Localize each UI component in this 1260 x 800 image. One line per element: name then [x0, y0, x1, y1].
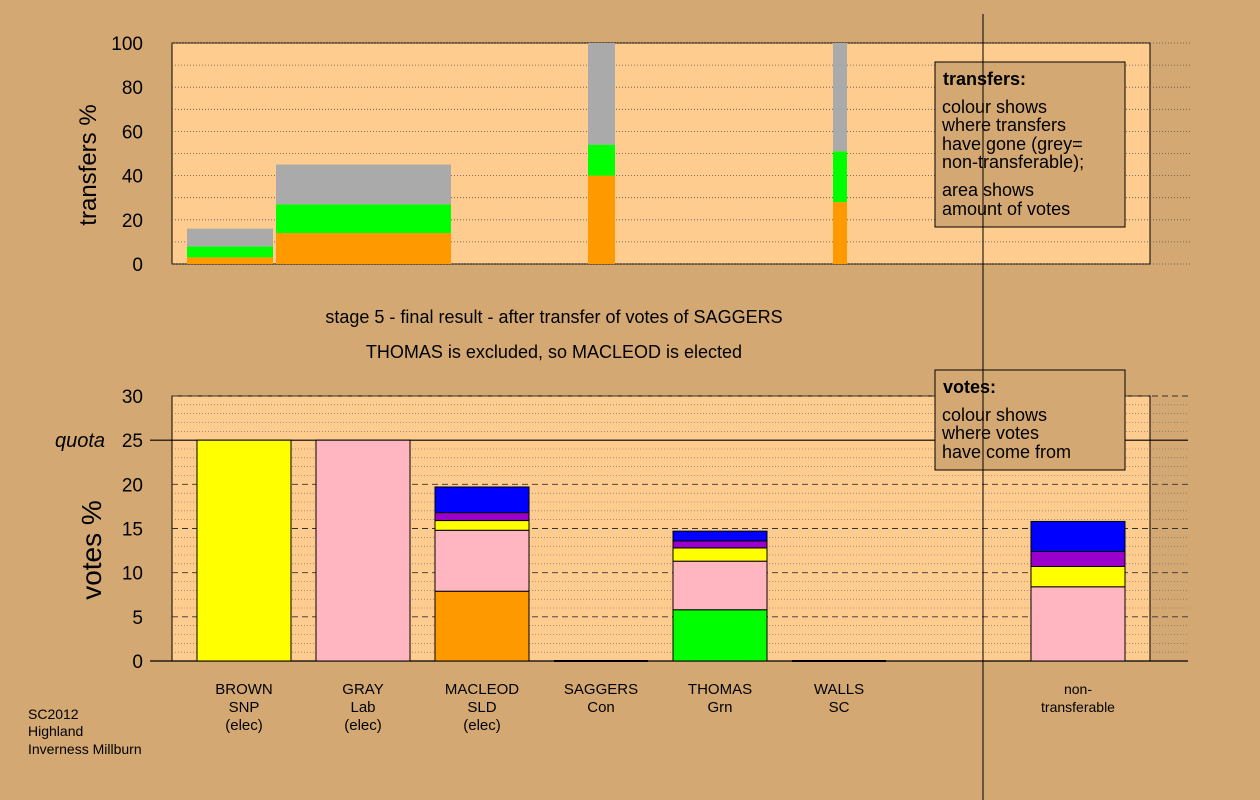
- votes-bars: [196, 439, 1126, 662]
- vote-bar-segment: [434, 529, 530, 592]
- x-tick-label: Grn: [707, 699, 732, 716]
- votes-y-axis-label: votes %: [76, 500, 107, 600]
- transfer-bar-segment: [588, 175, 615, 264]
- footer-line: Highland: [28, 723, 83, 739]
- transfer-bar-segment: [276, 204, 451, 234]
- y-tick-label: 80: [122, 78, 143, 99]
- transfer-bar-segment: [833, 43, 847, 152]
- vote-bar-segment: [434, 520, 530, 531]
- votes-x-labels: BROWNSNP(elec)GRAYLab(elec)MACLEODSLD(el…: [215, 681, 1115, 734]
- x-tick-label: Con: [587, 699, 615, 716]
- footer-line: SC2012: [28, 706, 79, 722]
- x-tick-label: (elec): [344, 717, 382, 734]
- transfers-note-title: transfers:: [943, 69, 1026, 89]
- transfer-bar-segment: [588, 43, 615, 145]
- votes-note-box: votes: colour shows where votes have com…: [934, 369, 1126, 471]
- vote-bar-segment: [672, 547, 768, 562]
- y-tick-label: 15: [122, 520, 143, 541]
- transfers-note-line: colour shows: [942, 97, 1047, 117]
- transfer-bar-segment: [187, 257, 273, 264]
- y-tick-label: 30: [122, 387, 143, 408]
- transfers-bars: [187, 43, 847, 264]
- x-tick-label: GRAY: [342, 681, 383, 698]
- stage-subtitle: THOMAS is excluded, so MACLEOD is electe…: [366, 342, 742, 362]
- y-tick-label: 25: [122, 431, 143, 452]
- y-tick-label: 60: [122, 122, 143, 143]
- x-tick-label: WALLS: [814, 681, 864, 698]
- quota-label: quota: [55, 430, 105, 452]
- transfer-bar-segment: [833, 151, 847, 203]
- transfers-note-line: area shows: [942, 180, 1034, 200]
- x-tick-label: MACLEOD: [445, 681, 519, 698]
- vote-bar-segment: [434, 486, 530, 514]
- transfer-bar-segment: [187, 228, 273, 247]
- x-tick-label: THOMAS: [688, 681, 752, 698]
- vote-bar-segment: [672, 540, 768, 549]
- stage-title: stage 5 - final result - after transfer …: [325, 307, 782, 327]
- y-tick-label: 100: [111, 34, 143, 55]
- y-tick-label: 10: [122, 564, 143, 585]
- transfer-bar-segment: [187, 246, 273, 258]
- transfer-bar-segment: [833, 202, 847, 264]
- transfers-panel: 0 20 40 60 80 100 transfers % transfers: colo…: [75, 34, 1190, 276]
- transfers-y-ticks: 0 20 40 60 80 100: [111, 34, 143, 276]
- vote-bar-segment: [672, 530, 768, 542]
- x-tick-label: (elec): [463, 717, 501, 734]
- x-tick-label: SC: [829, 699, 850, 716]
- vote-bar-segment: [1030, 520, 1126, 552]
- y-tick-label: 20: [122, 475, 143, 496]
- footer: SC2012 Highland Inverness Millburn: [28, 706, 142, 757]
- y-tick-label: 5: [132, 608, 143, 629]
- transfer-bar-segment: [276, 233, 451, 264]
- transfers-note-line: non-transferable);: [942, 152, 1084, 172]
- y-tick-label: 0: [132, 652, 143, 673]
- votes-y-ticks: 0 5 10 15 20 25 30: [122, 387, 143, 673]
- y-tick-label: 0: [132, 255, 143, 276]
- x-tick-label: BROWN: [215, 681, 273, 698]
- transfers-note-box: transfers: colour shows where transfers …: [934, 61, 1126, 228]
- transfers-y-axis-label: transfers %: [75, 104, 102, 225]
- x-tick-label: (elec): [225, 717, 263, 734]
- vote-bar-segment: [672, 560, 768, 611]
- vote-bar-segment: [434, 590, 530, 662]
- vote-bar-segment: [196, 439, 292, 662]
- vote-bar-segment: [434, 512, 530, 522]
- transfers-note-line: where transfers: [941, 115, 1066, 135]
- x-tick-label: transferable: [1041, 699, 1115, 715]
- votes-note-line: have come from: [942, 442, 1071, 462]
- x-tick-label: Lab: [350, 699, 375, 716]
- x-tick-label: non-: [1064, 681, 1092, 697]
- vote-bar-segment: [1030, 565, 1126, 588]
- x-tick-label: SAGGERS: [564, 681, 638, 698]
- vote-bar-segment: [1030, 550, 1126, 567]
- votes-note-line: colour shows: [942, 405, 1047, 425]
- votes-note-line: where votes: [941, 423, 1039, 443]
- x-tick-label: SNP: [229, 699, 260, 716]
- transfer-bar-segment: [276, 164, 451, 205]
- votes-note-title: votes:: [943, 377, 996, 397]
- transfer-bar-segment: [588, 144, 615, 176]
- x-tick-label: SLD: [467, 699, 496, 716]
- y-tick-label: 20: [122, 211, 143, 232]
- vote-bar-segment: [672, 609, 768, 662]
- transfers-note-line: have gone (grey=: [942, 134, 1083, 154]
- y-tick-label: 40: [122, 167, 143, 188]
- transfers-note-line: amount of votes: [942, 199, 1070, 219]
- vote-bar-segment: [1030, 586, 1126, 662]
- footer-line: Inverness Millburn: [28, 741, 142, 757]
- vote-bar-segment: [315, 439, 411, 662]
